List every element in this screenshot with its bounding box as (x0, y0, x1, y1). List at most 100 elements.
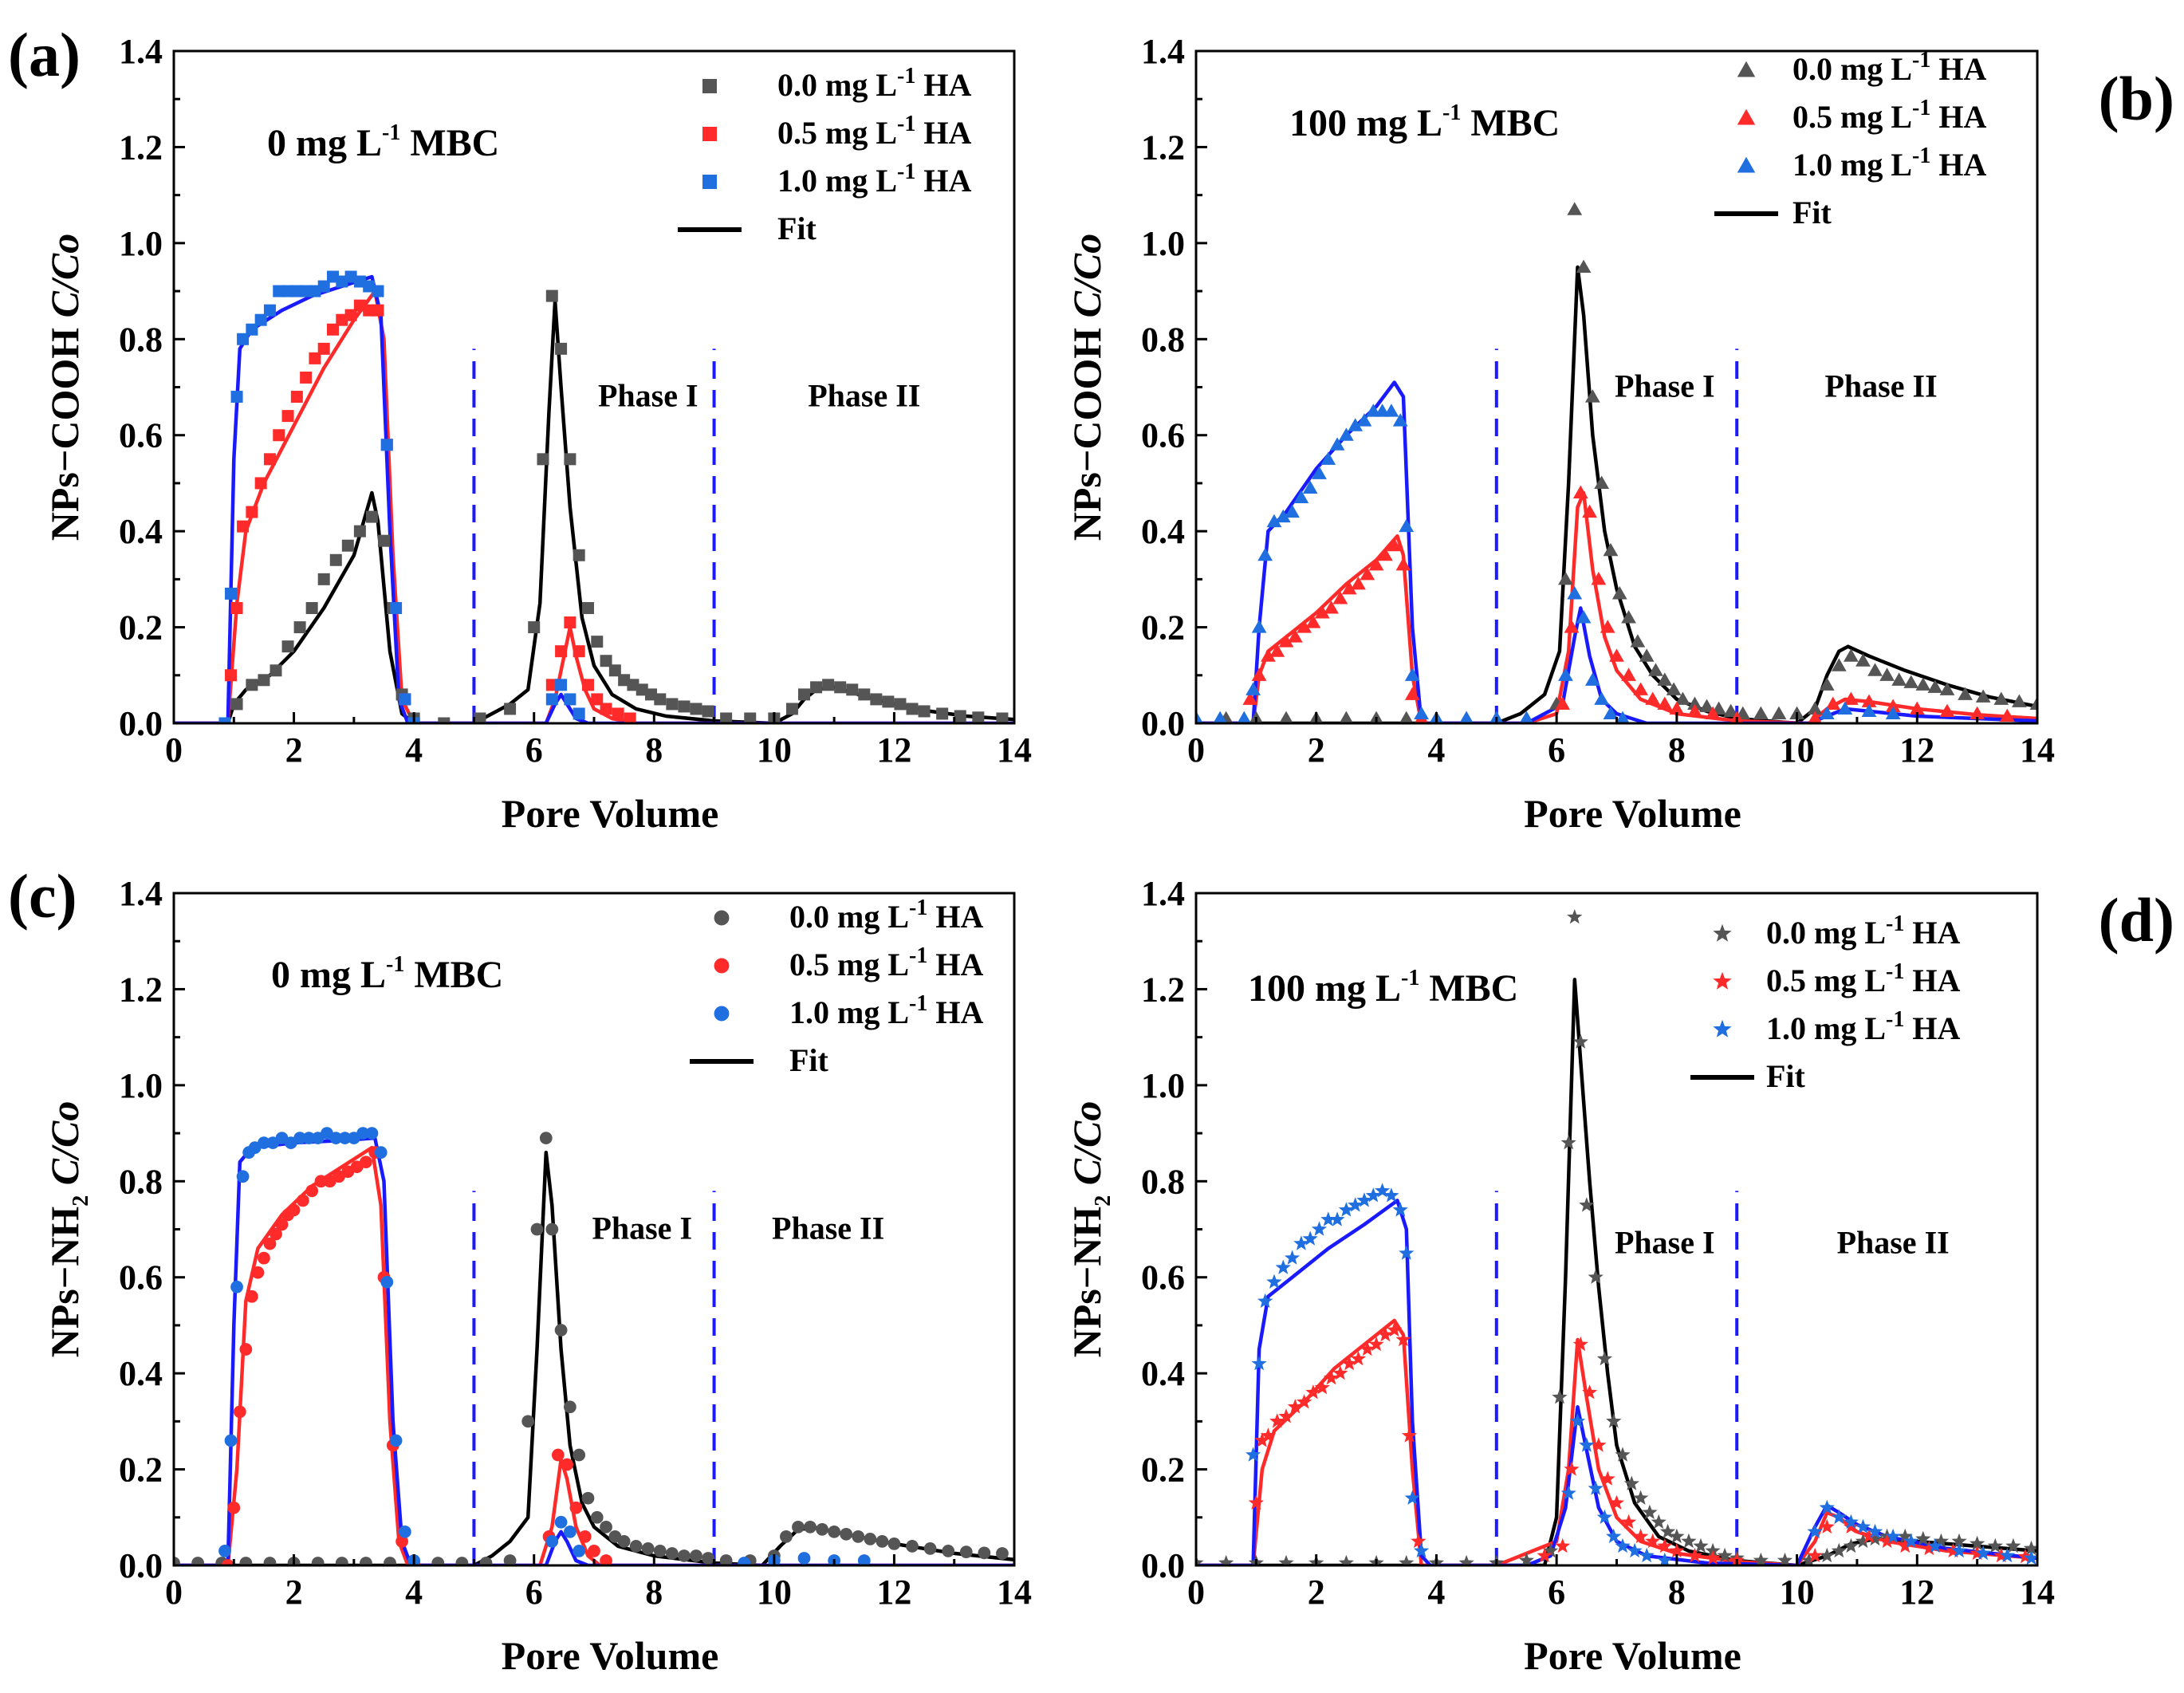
data-point-series-0 (798, 688, 810, 701)
x-tick-label: 12 (1899, 730, 1934, 770)
data-point-series-2 (1861, 703, 1877, 717)
data-point-series-1 (1608, 1494, 1625, 1510)
data-point-series-2 (1375, 1183, 1391, 1198)
legend-label-superscript: -1 (909, 943, 927, 968)
legend-marker-1 (1737, 108, 1756, 125)
data-point-series-0 (591, 636, 604, 648)
x-tick-label: 2 (285, 1573, 303, 1612)
y-tick-label: 1.2 (119, 128, 163, 167)
data-point-series-1 (296, 1194, 309, 1207)
data-point-series-2 (1245, 682, 1261, 695)
data-point-series-1 (1861, 694, 1877, 707)
condition-annotation: 100 mg L-1 MBC (1289, 100, 1560, 144)
data-point-series-0 (906, 703, 919, 715)
data-point-series-0 (846, 683, 859, 696)
data-point-series-1 (344, 309, 357, 321)
data-point-series-0 (690, 703, 702, 715)
data-point-series-0 (1958, 687, 1973, 700)
data-point-series-1 (1297, 1394, 1312, 1409)
data-point-series-2 (555, 679, 568, 691)
data-point-series-2 (1560, 1485, 1576, 1500)
y-axis-title-subscript: 2 (1091, 1195, 1116, 1207)
legend-label-suffix: HA (915, 115, 971, 151)
data-point-series-0 (1567, 909, 1583, 924)
data-point-series-0 (918, 705, 931, 718)
x-tick-label: 14 (2020, 730, 2055, 770)
y-axis-title: NPs−NH2 C/Co (1064, 1101, 1116, 1358)
data-point-series-2 (356, 1127, 370, 1140)
data-point-series-1 (624, 712, 636, 723)
y-tick-label: 0.6 (119, 416, 163, 455)
data-point-series-0 (1867, 663, 1883, 676)
data-point-series-2 (1275, 1259, 1291, 1274)
data-point-series-2 (1293, 1235, 1309, 1250)
data-point-series-2 (2023, 1549, 2037, 1565)
data-point-series-1 (1686, 1547, 1703, 1563)
data-point-series-1 (237, 520, 250, 533)
data-point-series-1 (372, 304, 384, 317)
y-axis-title-main: NPs−NH (1064, 1207, 1109, 1358)
data-point-series-0 (335, 1557, 348, 1565)
legend-label-main: 0.5 mg L (789, 947, 909, 982)
data-point-series-0 (431, 1557, 445, 1565)
data-point-series-2 (554, 1515, 568, 1529)
data-point-series-1 (1278, 634, 1294, 648)
data-point-series-0 (1915, 677, 1931, 691)
data-point-series-0 (627, 679, 639, 691)
data-point-series-2 (1383, 404, 1399, 417)
data-point-series-1 (363, 304, 376, 317)
data-point-series-2 (230, 1280, 243, 1293)
data-point-series-1 (561, 1458, 573, 1471)
data-point-series-1 (1921, 1540, 1937, 1556)
data-point-series-0 (1657, 672, 1673, 686)
y-tick-label: 1.2 (1141, 128, 1185, 167)
y-axis-title-italic: C/Co (1064, 1101, 1109, 1186)
data-point-series-2 (1257, 1293, 1273, 1308)
data-point-series-1 (545, 679, 558, 691)
data-point-series-2 (1975, 1545, 1991, 1561)
data-point-series-0 (378, 534, 390, 547)
data-point-series-1 (1314, 1380, 1330, 1395)
data-point-series-1 (588, 1545, 600, 1557)
data-point-series-0 (1843, 1537, 1859, 1553)
data-point-series-0 (617, 1535, 631, 1548)
y-tick-label: 0.6 (1141, 416, 1185, 455)
data-point-series-1 (233, 1405, 246, 1419)
legend-label-main: 0.5 mg L (1766, 963, 1886, 998)
data-point-series-1 (1879, 1533, 1895, 1549)
data-point-series-1 (300, 371, 313, 384)
y-tick-label: 0.0 (1141, 704, 1185, 743)
data-point-series-2 (258, 1136, 270, 1149)
data-point-series-1 (1582, 1384, 1598, 1400)
data-point-series-0 (537, 453, 549, 466)
legend-label-superscript: -1 (1886, 959, 1904, 984)
y-tick-label: 0.0 (1141, 1546, 1185, 1585)
data-point-series-0 (665, 1547, 679, 1560)
data-point-series-0 (804, 1520, 817, 1534)
data-point-series-0 (792, 1520, 805, 1534)
data-point-series-2 (1348, 1197, 1364, 1212)
data-point-series-2 (1399, 1245, 1415, 1260)
data-point-series-2 (1999, 1547, 2015, 1563)
data-point-series-0 (545, 1223, 559, 1236)
y-tick-label: 0.2 (119, 1451, 163, 1490)
legend: 0.0 mg L-1 HA0.5 mg L-1 HA1.0 mg L-1 HAF… (1690, 911, 1960, 1094)
data-point-series-0 (719, 1554, 733, 1565)
data-point-series-0 (317, 573, 330, 585)
data-point-series-0 (474, 712, 486, 723)
data-point-series-2 (254, 313, 267, 326)
x-tick-label: 4 (1427, 1573, 1445, 1612)
data-point-series-1 (290, 391, 303, 404)
data-point-series-2 (1329, 437, 1345, 451)
panel-a: (a) Phase I Phase II 0 2 4 6 8 10 12 14 0.0 0.2 0.4 0.… (8, 20, 1032, 836)
y-axis-title-italic: C/Co (1064, 234, 1109, 318)
data-point-series-0 (2012, 694, 2027, 707)
data-point-series-0 (923, 1542, 937, 1555)
y-tick-label: 0.4 (1141, 1354, 1185, 1393)
legend-label-main: Fit (777, 211, 817, 246)
data-point-series-1 (314, 1175, 328, 1188)
data-point-series-0 (1717, 1547, 1733, 1563)
legend-label: 0.0 mg L-1 HA (789, 896, 983, 935)
x-tick-label: 8 (1668, 1573, 1686, 1612)
